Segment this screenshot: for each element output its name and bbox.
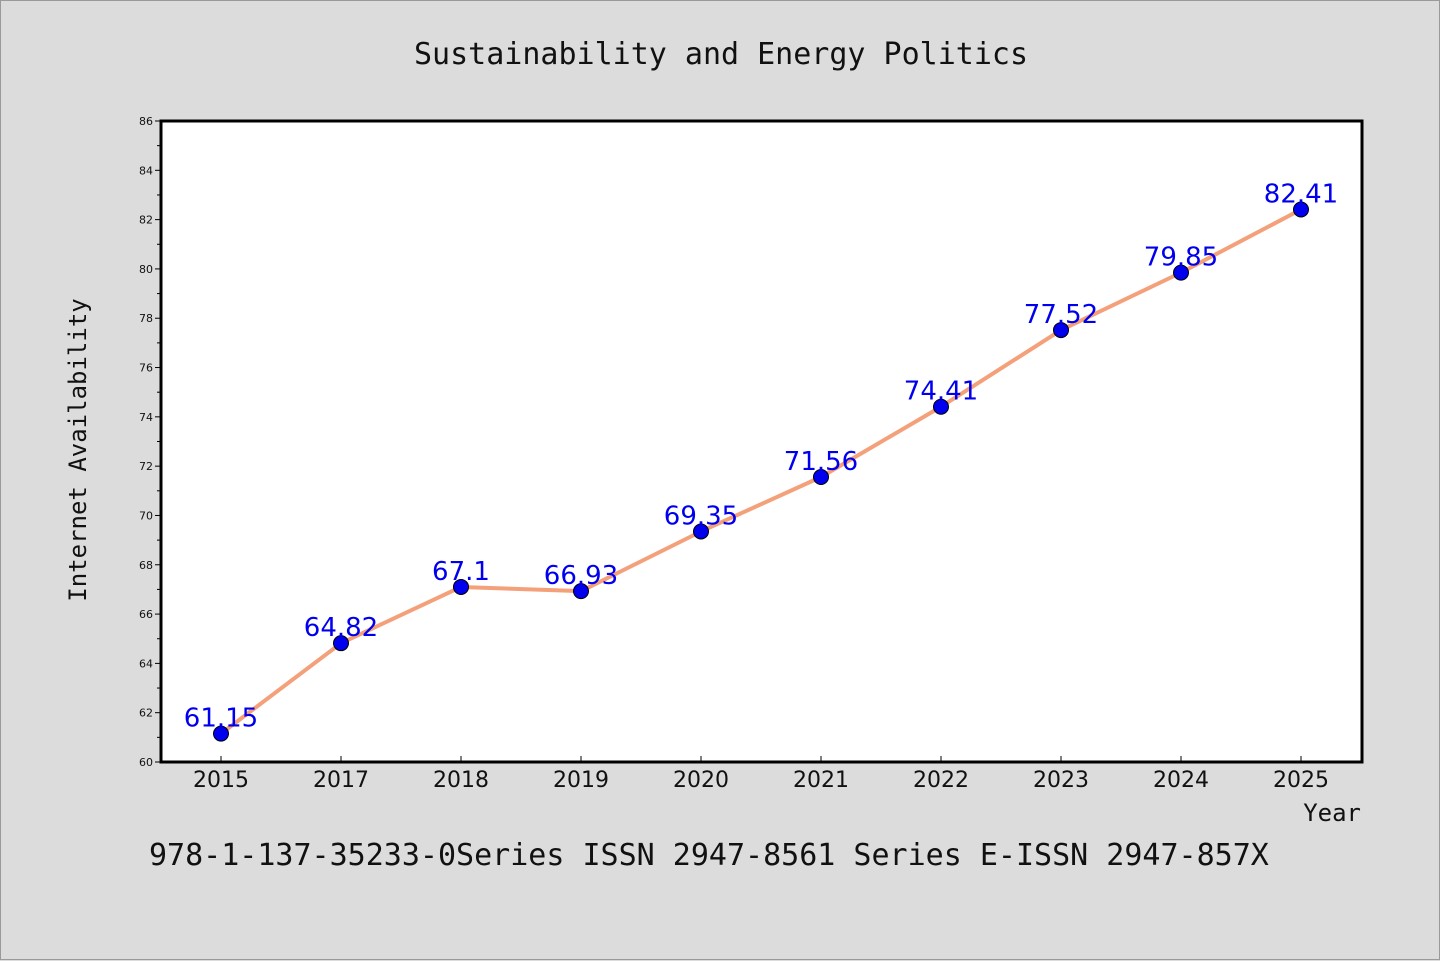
x-tick-label: 2019 (553, 768, 609, 793)
y-tick-label: 78 (139, 312, 153, 325)
data-point (333, 635, 349, 652)
x-tick-label: 2017 (313, 768, 369, 793)
data-label: 61.15 (184, 704, 258, 734)
x-axis: 2015 2017 2018 2019 2020 2021 2022 2023 2024 2025 (193, 756, 1329, 793)
data-label: 77.52 (1024, 300, 1098, 330)
series-line-group: 61.15 64.82 67.1 66.93 69.35 71.56 74.41 77.52 7… (184, 180, 1338, 742)
y-tick-label: 68 (139, 559, 153, 572)
data-label: 66.93 (544, 561, 618, 591)
x-axis-label: Year (1303, 799, 1361, 827)
data-label: 71.56 (784, 447, 858, 477)
data-label: 69.35 (664, 501, 738, 531)
data-point (453, 578, 469, 595)
data-label: 67.1 (432, 557, 490, 587)
x-tick-label: 2018 (433, 768, 489, 793)
y-tick-label: 62 (139, 707, 153, 720)
x-tick-label: 2024 (1153, 768, 1209, 793)
x-tick-label: 2022 (913, 768, 969, 793)
y-tick-label: 64 (139, 657, 153, 670)
y-axis-label: Internet Availability (64, 298, 92, 601)
data-label: 74.41 (904, 377, 978, 407)
data-label: 64.82 (304, 613, 378, 643)
data-label: 82.41 (1264, 180, 1338, 210)
y-tick-label: 74 (139, 411, 153, 424)
y-tick-label: 82 (139, 214, 153, 227)
footer-isbn-issn: 978-1-137-35233-0Series ISSN 2947-8561 S… (149, 838, 1269, 873)
data-point (213, 725, 229, 742)
data-point (693, 523, 709, 540)
y-tick-label: 66 (139, 608, 153, 621)
y-tick-label: 70 (139, 509, 153, 522)
data-label: 79.85 (1144, 243, 1218, 273)
data-point (1173, 264, 1189, 281)
y-axis: 60 62 64 66 68 70 72 74 76 78 80 82 84 86 (139, 115, 161, 769)
x-tick-label: 2020 (673, 768, 729, 793)
x-tick-label: 2015 (193, 768, 249, 793)
data-point (813, 469, 829, 486)
chart-title: Sustainability and Energy Politics (414, 37, 1028, 72)
y-tick-label: 76 (139, 362, 153, 375)
y-tick-label: 84 (139, 164, 153, 177)
y-tick-label: 72 (139, 460, 153, 473)
y-tick-label: 86 (139, 115, 153, 128)
data-point (1053, 322, 1069, 339)
y-tick-label: 80 (139, 263, 153, 276)
data-point (573, 583, 589, 600)
x-tick-label: 2023 (1033, 768, 1089, 793)
x-tick-label: 2025 (1273, 768, 1329, 793)
plot-area (159, 119, 1364, 764)
series-line (219, 207, 1303, 736)
y-tick-label: 60 (139, 756, 153, 769)
data-point (1293, 201, 1309, 218)
data-point (933, 398, 949, 415)
x-tick-label: 2021 (793, 768, 849, 793)
